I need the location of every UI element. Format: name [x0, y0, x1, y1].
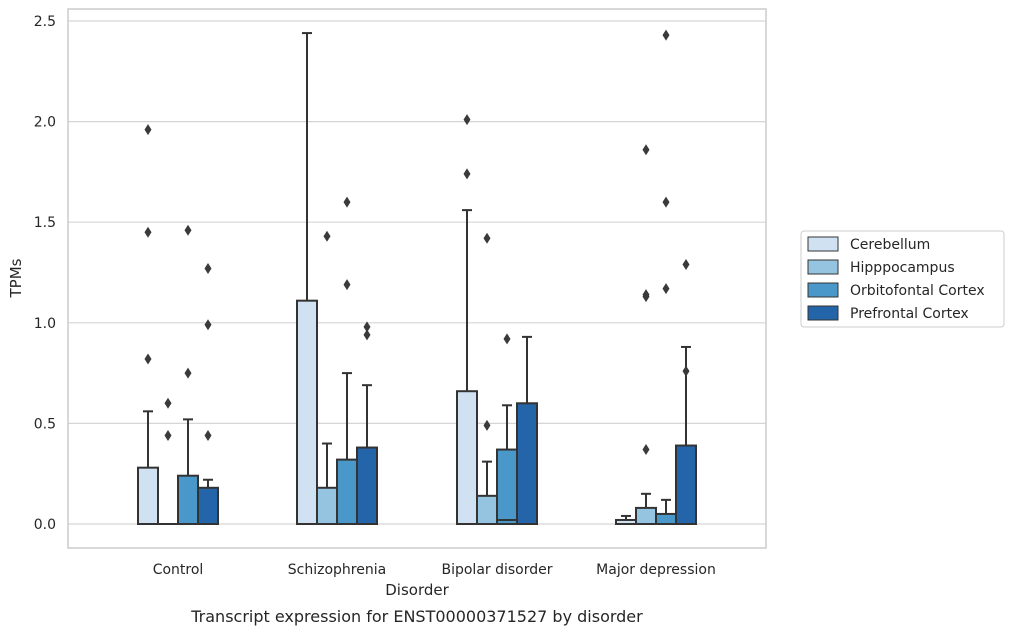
legend-swatch: [807, 236, 839, 252]
outlier-point: [144, 124, 152, 136]
outlier-point: [164, 429, 172, 441]
box-body: [316, 486, 338, 525]
outlier-point: [144, 226, 152, 238]
box-body: [516, 402, 538, 525]
x-tick-labels: Control Schizophrenia Bipolar disorder Majo…: [153, 562, 716, 578]
box-body: [496, 448, 518, 525]
box-body: [476, 494, 498, 525]
outlier-point: [682, 365, 690, 377]
x-tick-label: Bipolar disorder: [441, 562, 552, 578]
legend-swatch: [807, 305, 839, 321]
y-axis-label: TPMs: [7, 258, 25, 298]
x-tick-label: Schizophrenia: [288, 562, 386, 578]
outlier-point: [642, 289, 650, 301]
box-body: [336, 458, 358, 525]
box-body: [635, 506, 657, 525]
box-body: [655, 512, 677, 526]
y-tick-label: 1.0: [34, 316, 56, 332]
legend-swatch: [807, 282, 839, 298]
outlier-point: [682, 258, 690, 270]
boxes-layer: [137, 29, 697, 526]
box-cerebellum: [456, 114, 478, 526]
plot-frame: [67, 8, 767, 549]
y-tick-labels: 0.0 0.5 1.0 1.5 2.0 2.5: [34, 14, 56, 533]
outlier-point: [662, 283, 670, 295]
outlier-point: [463, 168, 471, 180]
box-prefrontal-cortex: [516, 335, 538, 525]
box-body: [456, 390, 478, 526]
outlier-point: [363, 329, 371, 341]
outlier-point: [363, 321, 371, 333]
outlier-point: [204, 429, 212, 441]
outlier-point: [662, 196, 670, 208]
legend-swatch: [807, 259, 839, 275]
legend-label: Orbitofontal Cortex: [850, 283, 985, 299]
x-tick-label: Control: [153, 562, 204, 578]
box-prefrontal-cortex: [356, 321, 378, 526]
y-tick-label: 0.5: [34, 416, 56, 432]
legend-frame: [800, 230, 1005, 328]
outlier-point: [323, 230, 331, 242]
y-tick-label: 2.5: [34, 14, 56, 30]
outlier-point: [483, 232, 491, 244]
legend-label: Prefrontal Cortex: [850, 306, 969, 322]
legend-label: Cerebellum: [850, 237, 930, 253]
box-orbitofontal-cortex: [496, 333, 518, 525]
legend-label: Hipppocampus: [850, 260, 955, 276]
outlier-point: [343, 196, 351, 208]
box-body: [356, 446, 378, 526]
box-prefrontal-cortex: [675, 258, 697, 526]
outlier-point: [184, 367, 192, 379]
y-tick-label: 2.0: [34, 115, 56, 131]
box-hipppocampus: [316, 230, 338, 525]
outlier-point: [164, 397, 172, 409]
outlier-point: [204, 262, 212, 274]
box-cerebellum: [296, 32, 318, 525]
box-hipppocampus: [635, 144, 657, 525]
y-tick-label: 1.5: [34, 215, 56, 231]
outlier-point: [662, 29, 670, 41]
box-body: [675, 444, 697, 526]
box-body: [177, 474, 199, 526]
outlier-point: [642, 444, 650, 456]
x-axis-label: Disorder: [385, 581, 449, 599]
legend: Cerebellum Hipppocampus Orbitofontal Corte…: [800, 230, 1005, 328]
x-tick-label: Major depression: [596, 562, 716, 578]
box-body: [197, 486, 219, 525]
box-hipppocampus: [158, 397, 178, 525]
box-body: [137, 466, 159, 525]
outlier-point: [642, 144, 650, 156]
chart-caption: Transcript expression for ENST0000037152…: [190, 607, 643, 626]
outlier-point: [184, 224, 192, 236]
outlier-point: [463, 114, 471, 126]
box-prefrontal-cortex: [197, 262, 219, 525]
box-body: [296, 299, 318, 525]
outlier-point: [503, 333, 511, 345]
box-cerebellum: [137, 124, 159, 525]
outlier-point: [144, 353, 152, 365]
outlier-point: [204, 319, 212, 331]
outlier-point: [343, 279, 351, 291]
y-tick-label: 0.0: [34, 517, 56, 533]
outlier-point: [483, 419, 491, 431]
